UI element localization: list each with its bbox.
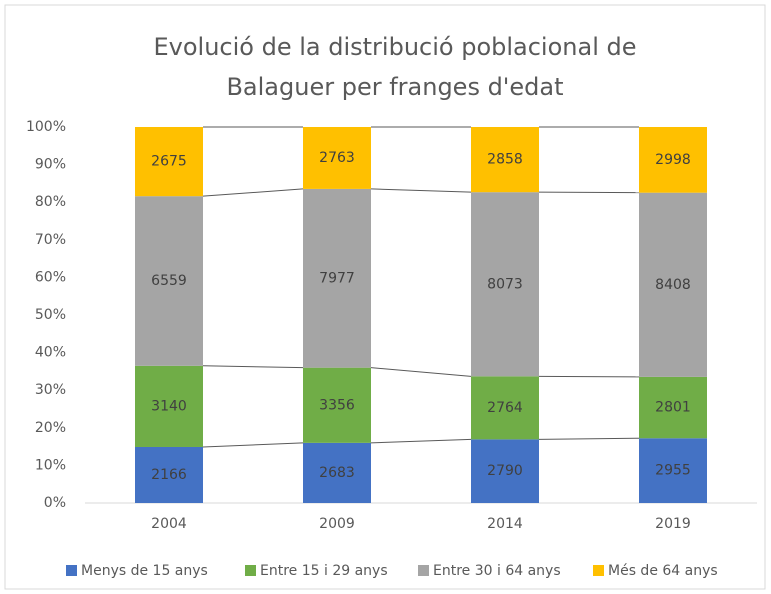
x-tick-label: 2009 bbox=[319, 516, 355, 532]
x-tick-label: 2019 bbox=[655, 516, 691, 532]
legend-label: Més de 64 anys bbox=[608, 563, 718, 579]
y-tick-label: 70% bbox=[35, 232, 66, 248]
value-label: 2955 bbox=[655, 463, 691, 479]
legend-label: Menys de 15 anys bbox=[81, 563, 208, 579]
series-line bbox=[370, 438, 472, 444]
bar bbox=[639, 192, 707, 377]
value-label: 2763 bbox=[319, 150, 355, 166]
y-tick-label: 80% bbox=[35, 194, 66, 210]
bar bbox=[303, 442, 371, 503]
series-line bbox=[202, 188, 304, 197]
series-line bbox=[202, 442, 304, 448]
y-tick-label: 30% bbox=[35, 382, 66, 398]
value-label: 2790 bbox=[487, 463, 523, 479]
bar bbox=[471, 376, 539, 440]
chart-border bbox=[4, 4, 766, 590]
chart-title: Balaguer per franges d'edat bbox=[226, 73, 563, 101]
bar bbox=[135, 446, 203, 503]
bar bbox=[303, 188, 371, 368]
bar bbox=[471, 127, 539, 193]
legend-label: Entre 15 i 29 anys bbox=[260, 563, 388, 579]
legend-swatch bbox=[66, 565, 77, 576]
y-tick-label: 50% bbox=[35, 307, 66, 323]
value-label: 2683 bbox=[319, 465, 355, 481]
value-label: 2166 bbox=[151, 467, 187, 483]
bar bbox=[471, 439, 539, 503]
y-tick-label: 90% bbox=[35, 157, 66, 173]
bar bbox=[135, 196, 203, 366]
bar bbox=[135, 365, 203, 447]
value-label: 3140 bbox=[151, 398, 187, 414]
series-line bbox=[370, 367, 472, 377]
legend-swatch bbox=[593, 565, 604, 576]
bar bbox=[639, 127, 707, 193]
legend-swatch bbox=[418, 565, 429, 576]
value-label: 8073 bbox=[487, 276, 523, 292]
legend-label: Entre 30 i 64 anys bbox=[433, 563, 561, 579]
value-label: 2764 bbox=[487, 400, 523, 416]
y-tick-label: 10% bbox=[35, 457, 66, 473]
bar bbox=[639, 438, 707, 503]
legend-swatch bbox=[245, 565, 256, 576]
value-label: 3356 bbox=[319, 397, 355, 413]
x-tick-label: 2004 bbox=[151, 516, 187, 532]
value-label: 6559 bbox=[151, 273, 187, 289]
y-tick-label: 0% bbox=[44, 495, 66, 511]
y-tick-label: 20% bbox=[35, 420, 66, 436]
value-label: 7977 bbox=[319, 270, 355, 286]
series-line bbox=[538, 375, 640, 378]
y-tick-label: 100% bbox=[26, 119, 66, 135]
y-tick-label: 40% bbox=[35, 345, 66, 361]
series-line bbox=[202, 365, 304, 369]
series-line bbox=[538, 437, 640, 440]
bar bbox=[471, 192, 539, 377]
bar bbox=[639, 376, 707, 439]
value-label: 2801 bbox=[655, 400, 691, 416]
value-label: 8408 bbox=[655, 277, 691, 293]
x-tick-label: 2014 bbox=[487, 516, 523, 532]
chart-title: Evolució de la distribució poblacional d… bbox=[154, 33, 637, 61]
bar bbox=[303, 367, 371, 443]
value-label: 2675 bbox=[151, 154, 187, 170]
value-label: 2858 bbox=[487, 152, 523, 168]
y-tick-label: 60% bbox=[35, 269, 66, 285]
bar bbox=[303, 127, 371, 189]
bar bbox=[135, 127, 203, 197]
series-line bbox=[370, 188, 472, 193]
value-label: 2998 bbox=[655, 152, 691, 168]
